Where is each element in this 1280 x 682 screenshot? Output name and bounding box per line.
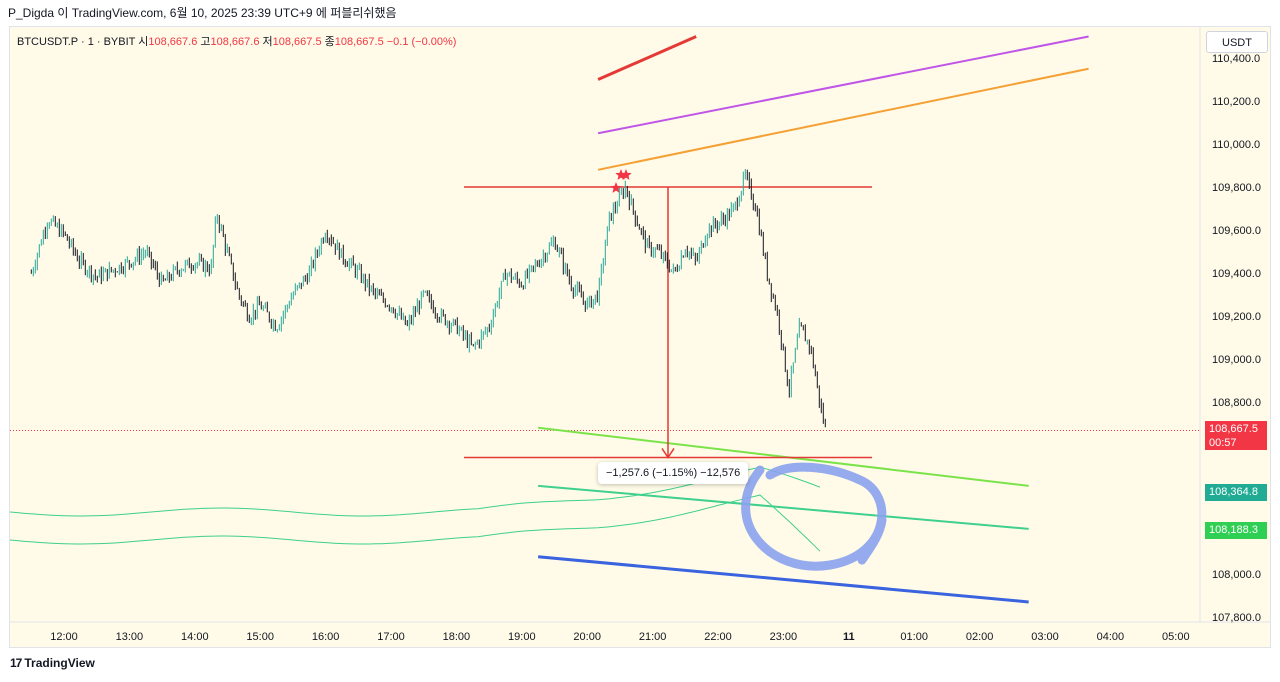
annotation-circle xyxy=(741,462,887,571)
star-marker xyxy=(620,169,632,180)
tradingview-logo-icon: 17 xyxy=(10,656,22,670)
red-trend-line xyxy=(597,35,697,81)
teal-trend-line xyxy=(538,484,1029,530)
high-label: 고 xyxy=(200,36,211,48)
x-tick-label: 23:00 xyxy=(770,631,798,643)
x-tick-label: 16:00 xyxy=(312,631,340,643)
orange-trend-line xyxy=(597,67,1089,171)
close-value: 108,667.5 xyxy=(334,36,384,48)
x-tick-label: 21:00 xyxy=(639,631,667,643)
publish-note: P_Digda 이 TradingView.com, 6월 10, 2025 2… xyxy=(8,6,397,20)
x-tick-label: 05:00 xyxy=(1162,631,1190,643)
y-tick-label: 109,800.0 xyxy=(1212,182,1261,194)
y-tick-label: 107,800.0 xyxy=(1212,612,1261,624)
chart-pane[interactable] xyxy=(9,26,1271,648)
tradingview-logo[interactable]: 17 TradingView xyxy=(10,656,95,670)
x-tick-label: 03:00 xyxy=(1031,631,1059,643)
x-tick-label: 15:00 xyxy=(246,631,274,643)
y-tick-label: 110,000.0 xyxy=(1212,139,1260,151)
bar-countdown: 00:57 xyxy=(1209,437,1237,449)
open-value: 108,667.6 xyxy=(148,36,198,48)
low-value: 108,667.5 xyxy=(272,36,322,48)
y-tick-label: 109,200.0 xyxy=(1212,311,1261,323)
x-tick-label: 01:00 xyxy=(900,631,928,643)
y-tick-label: 108,800.0 xyxy=(1212,397,1261,409)
violet-trend-line xyxy=(597,35,1089,135)
x-tick-label: 02:00 xyxy=(966,631,994,643)
lower-band-tag: 108,188.3 xyxy=(1205,522,1267,539)
low-label: 저 xyxy=(262,36,273,48)
y-tick-label: 109,400.0 xyxy=(1212,268,1261,280)
last-price-tag: 108,667.5 00:57 xyxy=(1205,421,1267,450)
currency-button[interactable]: USDT xyxy=(1206,31,1268,53)
measure-label: −1,257.6 (−1.15%) −12,576 xyxy=(598,462,749,484)
x-tick-label: 19:00 xyxy=(508,631,536,643)
x-tick-label: 17:00 xyxy=(377,631,405,643)
y-tick-label: 110,200.0 xyxy=(1212,96,1260,108)
y-tick-label: 110,400.0 xyxy=(1212,53,1260,65)
x-tick-label: 18:00 xyxy=(443,631,471,643)
symbol-legend: BTCUSDT.P · 1 · BYBIT 시108,667.6 고108,66… xyxy=(17,33,456,49)
lower-band-curve xyxy=(9,494,821,552)
high-value: 108,667.6 xyxy=(210,36,260,48)
x-tick-label: 13:00 xyxy=(116,631,144,643)
symbol-name[interactable]: BTCUSDT.P · 1 · BYBIT xyxy=(17,36,136,48)
last-price-value: 108,667.5 xyxy=(1209,423,1258,435)
tradingview-logo-text: TradingView xyxy=(24,656,95,670)
x-tick-label: 11 xyxy=(843,631,855,643)
y-tick-label: 109,000.0 xyxy=(1212,354,1261,366)
star-marker xyxy=(615,169,627,180)
upper-band-curve xyxy=(9,466,821,517)
x-tick-label: 12:00 xyxy=(50,631,78,643)
change-value: −0.1 (−0.00%) xyxy=(386,36,457,48)
measure-arrow-head xyxy=(661,448,675,459)
open-label: 시 xyxy=(138,36,149,48)
y-tick-label: 109,600.0 xyxy=(1212,225,1261,237)
blue-trend-line xyxy=(538,555,1029,604)
x-tick-label: 14:00 xyxy=(181,631,209,643)
star-marker xyxy=(610,182,622,193)
x-tick-label: 20:00 xyxy=(573,631,601,643)
y-tick-label: 108,000.0 xyxy=(1212,569,1261,581)
x-tick-label: 04:00 xyxy=(1097,631,1125,643)
upper-band-tag: 108,364.8 xyxy=(1205,484,1267,501)
close-label: 종 xyxy=(324,36,335,48)
x-tick-label: 22:00 xyxy=(704,631,732,643)
